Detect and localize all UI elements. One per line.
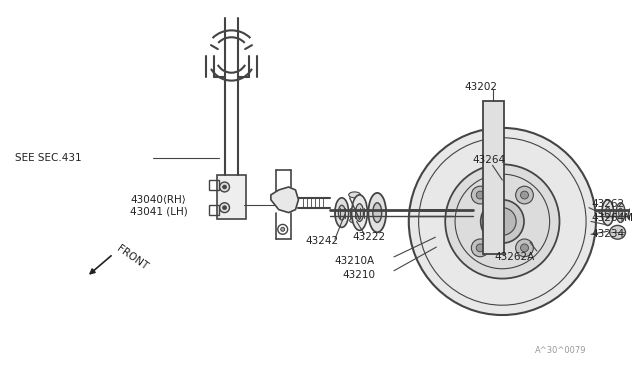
Polygon shape [271,187,298,212]
Text: 43242: 43242 [305,236,339,246]
Text: 43040⟨RH⟩: 43040⟨RH⟩ [130,195,186,205]
Ellipse shape [349,218,360,223]
Ellipse shape [602,200,614,225]
Text: 43262: 43262 [591,199,624,209]
Circle shape [409,128,596,315]
Circle shape [445,164,559,279]
Text: 43202: 43202 [465,81,498,92]
Text: 43234: 43234 [591,229,624,239]
Text: A^30^0079: A^30^0079 [534,346,586,355]
Circle shape [520,244,529,252]
Circle shape [488,208,516,235]
Ellipse shape [605,207,610,218]
Bar [209,180,219,190]
Ellipse shape [339,205,345,220]
Circle shape [275,199,283,207]
Circle shape [471,239,489,257]
Circle shape [471,186,489,204]
Text: 43264M: 43264M [591,212,633,222]
Text: FRONT: FRONT [115,244,150,272]
Circle shape [223,206,227,210]
Text: 43041 (LH): 43041 (LH) [130,206,188,217]
Ellipse shape [610,225,625,239]
Circle shape [516,239,533,257]
Circle shape [481,200,524,243]
Ellipse shape [369,193,386,232]
Bar [209,205,219,215]
Ellipse shape [628,205,640,224]
Ellipse shape [632,209,640,221]
Circle shape [220,182,230,192]
Circle shape [278,224,287,234]
Ellipse shape [619,208,623,217]
Text: 43222: 43222 [353,232,386,242]
Text: SEE SEC.431: SEE SEC.431 [15,153,81,163]
Ellipse shape [428,200,439,225]
Circle shape [476,191,484,199]
Circle shape [520,191,529,199]
Bar [483,101,504,254]
Ellipse shape [422,188,444,237]
Text: 43262A: 43262A [495,252,535,262]
Ellipse shape [349,192,360,198]
Circle shape [476,244,484,252]
Circle shape [220,203,230,212]
Text: 43210A: 43210A [335,256,375,266]
Circle shape [223,185,227,189]
Circle shape [516,186,533,204]
Ellipse shape [351,195,367,230]
Text: 43210: 43210 [343,270,376,280]
Ellipse shape [373,203,381,222]
Ellipse shape [616,203,625,222]
Ellipse shape [335,198,349,227]
Text: 43264: 43264 [473,155,506,166]
Ellipse shape [356,204,364,221]
Bar [217,175,246,219]
Circle shape [281,227,285,231]
